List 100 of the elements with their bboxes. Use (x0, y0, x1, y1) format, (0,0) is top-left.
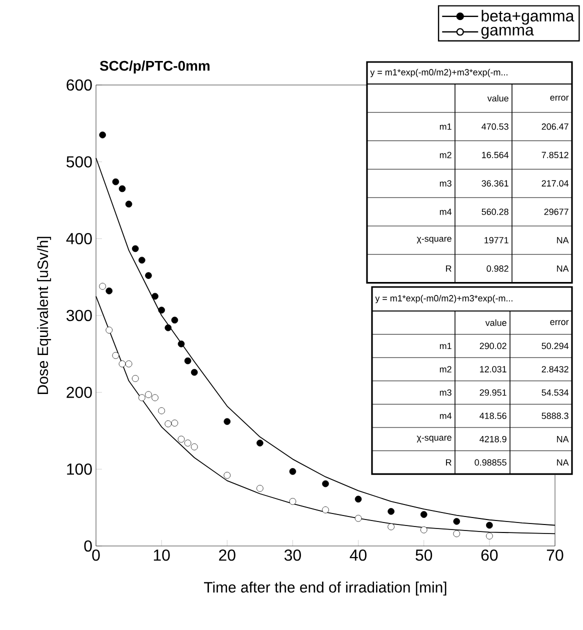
point (178, 340, 185, 348)
x-tick-label: 50 (416, 550, 432, 561)
annotation: 290.02 (480, 342, 506, 350)
annotation: 5888.3 (542, 412, 568, 420)
point (118, 185, 126, 192)
x-tick-label: 60 (481, 550, 498, 561)
annotation: 29677 (544, 208, 568, 215)
text: NA (557, 459, 569, 466)
annotation: error (550, 320, 569, 326)
y-tick-label: 600 (66, 79, 92, 91)
legend-label: gamma (481, 26, 534, 39)
point (164, 420, 172, 428)
annotation: R (446, 266, 452, 272)
legend-label: beta+gamma (482, 10, 574, 25)
point (158, 306, 165, 314)
point (178, 436, 185, 443)
point (388, 523, 394, 530)
point (420, 526, 428, 534)
y-tick-label: 400 (66, 233, 92, 244)
point (164, 324, 172, 332)
annotation: R (446, 459, 452, 466)
y-tick-label: 200 (66, 386, 92, 398)
point (190, 368, 198, 376)
annotation: 217.04 (542, 180, 569, 187)
point (224, 418, 231, 425)
annotation: 29.951 (480, 389, 506, 396)
annotation: 36.361 (482, 180, 508, 187)
point (171, 420, 178, 426)
point (112, 352, 120, 359)
text: NA (557, 436, 569, 442)
annotation: m1 (440, 124, 452, 130)
x-tick-label: 0 (92, 550, 100, 561)
point (256, 440, 264, 446)
point (106, 288, 113, 294)
annotation: 12.031 (480, 366, 506, 372)
point (132, 245, 139, 252)
annotation: m3 (440, 389, 452, 396)
annotation: χ-square (416, 236, 452, 244)
point (453, 518, 460, 525)
point (158, 407, 165, 414)
point (289, 468, 296, 475)
point (224, 472, 231, 479)
point (145, 391, 152, 398)
y-tick-label: 500 (66, 156, 92, 168)
annotation: m3 (440, 180, 452, 187)
annotation: χ-square (416, 436, 452, 442)
point (486, 522, 493, 529)
annotation: 206.47 (542, 123, 568, 130)
annotation: m2 (440, 366, 452, 372)
annotation: m4 (440, 412, 452, 419)
annotation: 418.56 (480, 412, 506, 420)
point (145, 272, 152, 279)
annotation: value (485, 319, 506, 326)
point (486, 532, 493, 540)
point (354, 496, 362, 503)
point (125, 200, 132, 208)
annotation: value (487, 94, 508, 102)
point (184, 440, 192, 446)
x-tick-label: 30 (284, 550, 301, 561)
chart-title: SCC/p/PTC-0mm (100, 60, 210, 74)
annotation: error (550, 96, 569, 101)
x-tick-label: 40 (350, 550, 367, 561)
point (420, 511, 428, 518)
point (453, 530, 460, 538)
text: NA (557, 266, 569, 272)
point (99, 132, 106, 138)
annotation: m2 (440, 152, 452, 158)
annotation: 560.28 (482, 208, 508, 215)
x-axis-title: Time after the end of irradiation [min] (204, 582, 446, 596)
point (132, 375, 139, 382)
annotation: 16.564 (482, 152, 509, 158)
point (354, 514, 362, 522)
point (190, 443, 198, 450)
y-tick-label: 100 (67, 464, 92, 475)
point (388, 508, 394, 515)
point (322, 480, 329, 488)
annotation: 7.8512 (542, 152, 568, 158)
x-tick-label: 70 (546, 550, 564, 561)
point (106, 326, 113, 334)
point (152, 292, 158, 300)
annotation: 4218.9 (480, 436, 506, 442)
point (289, 498, 296, 505)
annotation: m1 (440, 342, 452, 350)
annotation: m4 (440, 208, 452, 215)
point (99, 282, 106, 290)
annotation: y = m1*exp(-m0/m2)+m3*exp(-m... (375, 294, 512, 304)
point (138, 256, 146, 264)
annotation: 19771 (484, 237, 508, 244)
annotation: 0.98855 (474, 459, 506, 466)
x-tick-label: 10 (154, 550, 170, 561)
annotation: 50.294 (542, 342, 569, 350)
y-axis-title: Dose Equivalent [uSv/h] (37, 236, 52, 394)
annotation: 0.982 (486, 265, 508, 272)
text: NA (557, 237, 569, 244)
point (184, 357, 192, 364)
point (125, 360, 132, 368)
point (138, 394, 146, 402)
y-tick-label: 0 (84, 540, 92, 552)
point (171, 316, 178, 324)
point (322, 506, 329, 514)
